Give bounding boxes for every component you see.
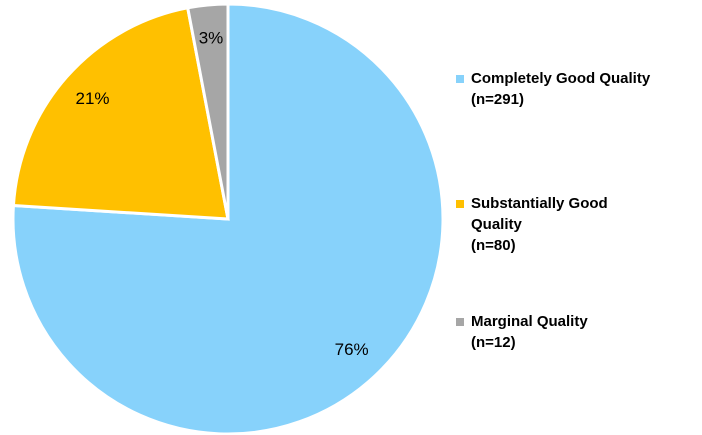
- data-label: 3%: [199, 29, 224, 48]
- legend-note: (n=291): [471, 91, 524, 108]
- legend-text: Completely Good Quality (n=291): [471, 68, 650, 110]
- legend-item: Completely Good Quality (n=291): [456, 68, 651, 110]
- legend-text: Substantially Good Quality (n=80): [471, 193, 651, 256]
- data-label: 21%: [76, 89, 110, 108]
- legend-note: (n=80): [471, 237, 516, 254]
- pie-slice: [11, 6, 230, 221]
- legend-label: Completely Good Quality: [471, 70, 651, 87]
- legend-label: Substantially Good Quality: [471, 195, 608, 233]
- legend-swatch: [456, 75, 464, 83]
- legend-label: Marginal Quality: [471, 313, 588, 330]
- legend-swatch: [456, 318, 464, 326]
- legend-note: (n=12): [471, 334, 516, 351]
- legend-item: Marginal Quality (n=12): [456, 311, 651, 353]
- legend-text: Marginal Quality (n=12): [471, 311, 588, 353]
- data-label: 76%: [335, 340, 369, 359]
- pie-slice: [185, 2, 230, 220]
- legend-swatch: [456, 200, 464, 208]
- legend-item: Substantially Good Quality (n=80): [456, 193, 651, 256]
